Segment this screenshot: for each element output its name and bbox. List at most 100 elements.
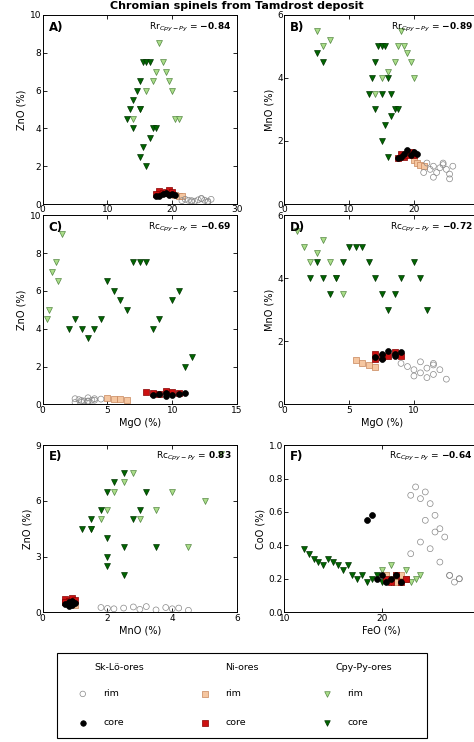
Point — [126, 104, 134, 116]
Point — [155, 37, 163, 49]
Point — [143, 56, 150, 68]
Point — [315, 556, 322, 568]
X-axis label: FeO (%): FeO (%) — [362, 626, 401, 635]
Point — [352, 354, 359, 366]
Point — [143, 85, 150, 96]
Point — [410, 154, 418, 166]
Point — [198, 193, 205, 205]
Point — [155, 313, 163, 325]
Point — [120, 542, 128, 554]
Point — [413, 148, 421, 160]
Point — [201, 717, 209, 729]
Point — [79, 717, 87, 729]
Point — [136, 513, 144, 525]
Point — [384, 66, 392, 78]
Point — [129, 257, 137, 269]
Point — [117, 295, 124, 306]
Point — [441, 531, 448, 543]
Point — [71, 594, 79, 606]
Point — [319, 56, 327, 68]
Point — [129, 513, 137, 525]
Point — [201, 194, 209, 206]
Point — [384, 345, 392, 357]
Point — [392, 570, 400, 582]
Point — [417, 367, 424, 378]
Point — [152, 505, 160, 516]
Point — [401, 40, 408, 52]
Point — [149, 387, 156, 399]
Point — [384, 72, 392, 84]
Point — [162, 385, 170, 397]
Point — [165, 184, 173, 196]
Point — [417, 493, 424, 505]
Point — [168, 85, 176, 96]
Point — [184, 194, 192, 206]
Point — [319, 272, 327, 284]
Point — [339, 565, 346, 577]
Point — [110, 485, 118, 497]
Point — [152, 604, 160, 616]
Point — [78, 323, 85, 335]
Point — [300, 240, 308, 252]
Point — [78, 395, 85, 407]
Point — [80, 395, 88, 407]
Point — [123, 394, 131, 406]
Point — [84, 332, 92, 344]
Point — [110, 393, 118, 404]
Point — [117, 393, 124, 405]
Y-axis label: ZnO (%): ZnO (%) — [17, 89, 27, 130]
Text: Rc$_{Cpy-Py}$ = $\mathbf{0.83}$: Rc$_{Cpy-Py}$ = $\mathbf{0.83}$ — [155, 450, 231, 463]
Point — [417, 272, 424, 284]
Point — [412, 573, 419, 585]
Point — [168, 603, 176, 614]
Point — [388, 576, 395, 588]
Point — [373, 570, 381, 582]
Point — [110, 476, 118, 488]
Point — [381, 40, 389, 52]
Point — [384, 151, 392, 162]
Point — [352, 240, 359, 252]
Point — [97, 513, 105, 525]
Point — [168, 389, 176, 401]
Point — [354, 573, 361, 585]
Point — [451, 576, 458, 588]
Point — [407, 576, 414, 588]
Point — [136, 104, 144, 116]
Point — [397, 347, 405, 358]
Point — [293, 225, 301, 237]
Y-axis label: CoO (%): CoO (%) — [256, 508, 266, 549]
Text: core: core — [225, 718, 246, 727]
Point — [383, 576, 390, 588]
Point — [404, 149, 411, 161]
Point — [388, 559, 395, 571]
Point — [394, 104, 401, 116]
Text: Rr$_{Cpy-Py}$ = $\mathbf{-0.84}$: Rr$_{Cpy-Py}$ = $\mathbf{-0.84}$ — [149, 21, 231, 33]
Point — [201, 688, 209, 700]
Point — [143, 160, 150, 172]
Point — [68, 599, 75, 611]
Point — [175, 603, 182, 614]
Point — [429, 160, 437, 172]
Point — [368, 573, 375, 585]
Point — [456, 573, 463, 585]
Point — [110, 285, 118, 297]
Point — [88, 394, 96, 406]
Point — [52, 257, 59, 269]
Point — [58, 229, 66, 240]
Point — [201, 495, 209, 507]
Point — [188, 196, 195, 208]
Point — [123, 113, 131, 125]
Point — [191, 195, 199, 207]
Point — [404, 47, 411, 59]
Text: Ni-ores: Ni-ores — [225, 663, 258, 672]
Point — [371, 348, 379, 360]
Point — [412, 481, 419, 493]
Point — [91, 394, 98, 406]
Point — [68, 594, 75, 606]
Point — [146, 132, 153, 144]
Point — [155, 185, 163, 197]
Point — [155, 388, 163, 400]
Point — [392, 570, 400, 582]
Point — [168, 485, 176, 497]
Point — [97, 393, 105, 405]
